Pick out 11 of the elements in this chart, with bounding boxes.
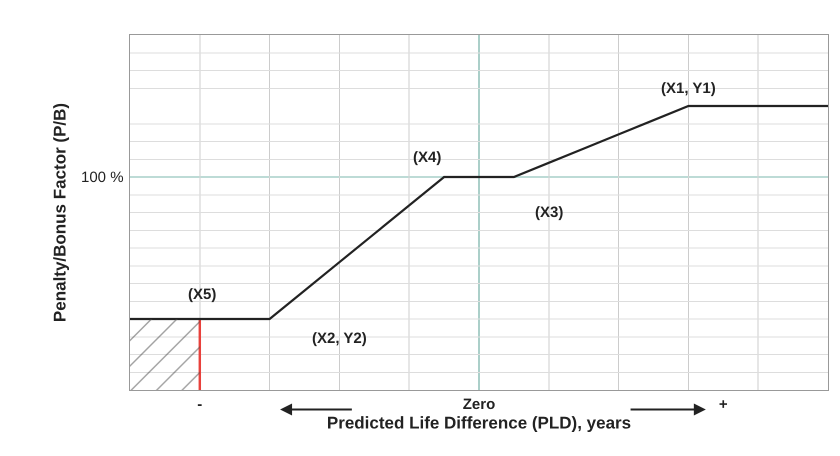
x-tick-label: + bbox=[718, 396, 728, 413]
x-tick-label: - bbox=[197, 396, 202, 413]
annotation: (X5) bbox=[188, 286, 216, 303]
annotation: (X4) bbox=[413, 149, 442, 166]
text: (X1, Y1) bbox=[661, 80, 716, 97]
annotation: (X3) bbox=[535, 204, 564, 221]
x-tick-label: Zero bbox=[462, 396, 496, 413]
text: 100 % bbox=[81, 169, 124, 186]
x-axis-title: Predicted Life Difference (PLD), years bbox=[326, 413, 632, 432]
y-axis-title: Penalty/Bonus Factor (P/B) bbox=[50, 102, 70, 322]
annotation: (X2, Y2) bbox=[312, 330, 367, 347]
